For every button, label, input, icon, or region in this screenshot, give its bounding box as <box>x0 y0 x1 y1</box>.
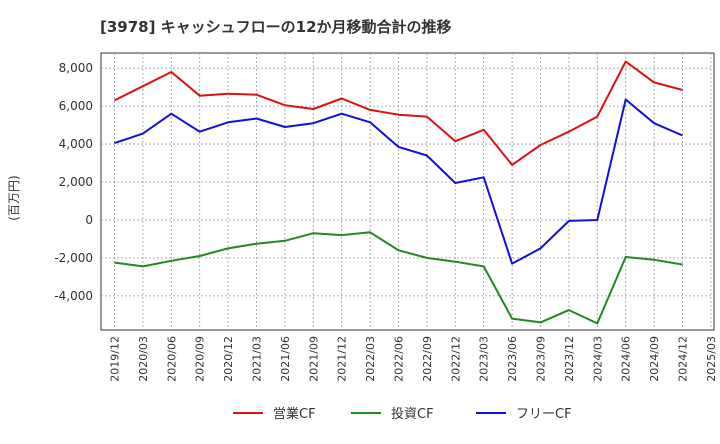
x-tick-label: 2020/03 <box>137 336 150 382</box>
y-tick-label: 8,000 <box>59 61 93 75</box>
x-tick-label: 2024/03 <box>591 336 604 382</box>
legend-label: 投資CF <box>391 406 434 422</box>
x-tick-label: 2023/12 <box>563 336 576 382</box>
x-tick-label: 2024/09 <box>648 336 661 382</box>
x-tick-label: 2020/06 <box>165 336 178 382</box>
x-tick-label: 2023/03 <box>478 336 491 382</box>
x-tick-label: 2025/03 <box>705 336 718 382</box>
plot-frame <box>100 52 715 331</box>
x-tick-label: 2022/03 <box>364 336 377 382</box>
y-tick-label: 4,000 <box>59 137 93 151</box>
x-tick-label: 2021/12 <box>336 336 349 382</box>
chart-title: [3978] キャッシュフローの12か月移動合計の推移 <box>100 18 452 36</box>
series-line <box>114 231 683 325</box>
y-tick-label: 0 <box>85 213 93 227</box>
x-tick-label: 2022/06 <box>393 336 406 382</box>
x-tick-label: 2023/06 <box>506 336 519 382</box>
x-tick-label: 2022/09 <box>421 336 434 382</box>
legend: 営業CF 投資CF フリーCF <box>233 406 572 422</box>
x-tick-label: 2024/06 <box>620 336 633 382</box>
legend-label: フリーCF <box>516 407 572 422</box>
y-tick-label: -4,000 <box>54 289 93 303</box>
series-line <box>114 98 683 265</box>
x-tick-label: 2019/12 <box>109 336 122 382</box>
y-tick-label: 2,000 <box>59 175 93 189</box>
x-tick-label: 2024/12 <box>677 336 690 382</box>
y-tick-label: -2,000 <box>54 251 93 265</box>
x-tick-label: 2021/06 <box>279 336 292 382</box>
y-tick-label: 6,000 <box>59 99 93 113</box>
x-tick-label: 2023/09 <box>535 336 548 382</box>
legend-label: 営業CF <box>273 406 316 422</box>
x-tick-label: 2020/09 <box>194 336 207 382</box>
x-tick-label: 2022/12 <box>449 336 462 382</box>
plot-area: 8,000 6,000 4,000 2,000 0 -2,000 -4,000 2019/12… <box>54 52 718 382</box>
y-axis-label: (百万円) <box>7 175 21 220</box>
x-tick-label: 2021/03 <box>251 336 264 382</box>
x-tick-label: 2021/09 <box>307 336 320 382</box>
x-tick-label: 2020/12 <box>222 336 235 382</box>
series-line <box>114 60 683 166</box>
